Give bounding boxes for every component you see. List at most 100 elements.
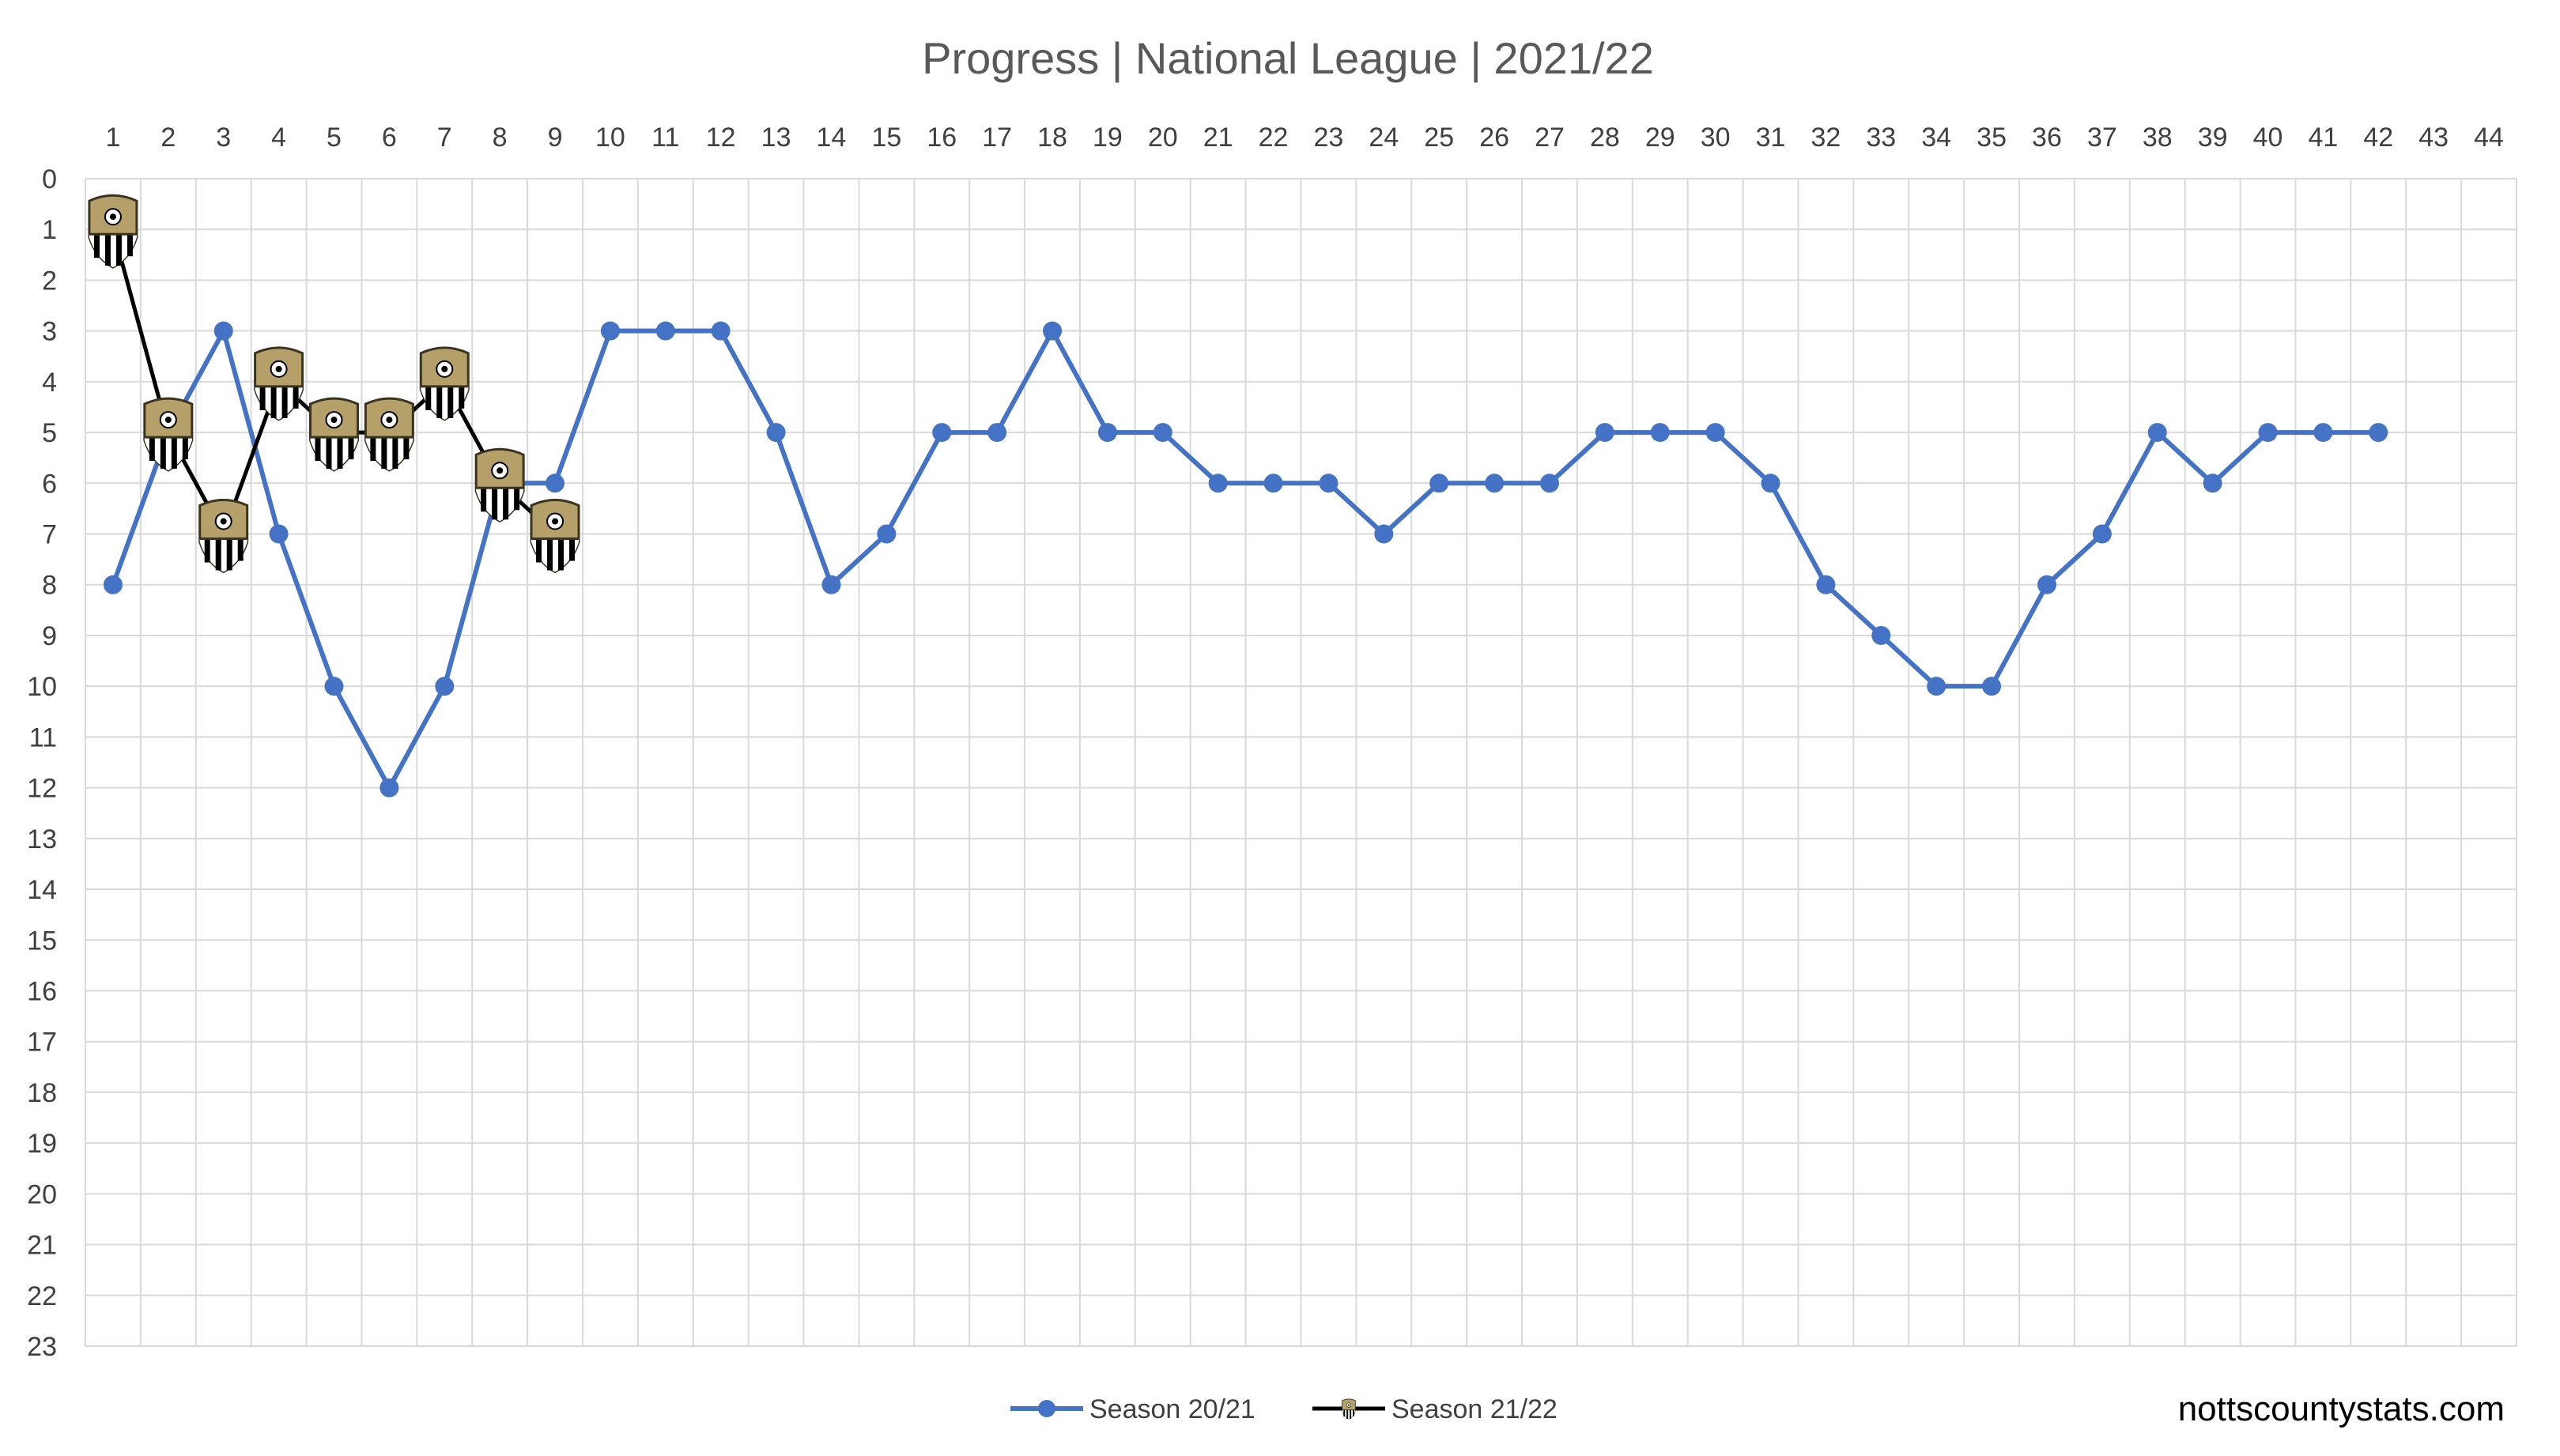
y-tick-label: 23 (27, 1332, 57, 1362)
x-tick-label: 16 (927, 123, 957, 153)
data-point (711, 321, 731, 341)
data-point (1927, 677, 1946, 696)
x-tick-label: 20 (1148, 123, 1178, 153)
x-tick-label: 40 (2253, 123, 2283, 153)
y-tick-label: 12 (27, 774, 57, 804)
data-point (435, 677, 455, 696)
y-tick-label: 9 (42, 621, 57, 651)
chart-title: Progress | National League | 2021/22 (922, 33, 1654, 83)
y-tick-label: 2 (42, 266, 57, 296)
data-point (1319, 473, 1339, 493)
data-point (1097, 423, 1117, 443)
x-tick-label: 43 (2418, 123, 2449, 153)
club-crest-icon (254, 346, 304, 421)
x-tick-label: 44 (2474, 123, 2504, 153)
x-tick-label: 34 (1921, 123, 1951, 153)
data-point (987, 423, 1007, 443)
data-point (1539, 473, 1559, 493)
x-tick-label: 19 (1093, 123, 1123, 153)
x-tick-label: 22 (1259, 123, 1289, 153)
y-tick-label: 11 (29, 722, 57, 753)
data-point (1595, 423, 1614, 443)
y-tick-label: 22 (27, 1281, 57, 1311)
data-point (1871, 625, 1891, 645)
data-point (2203, 473, 2222, 493)
club-crest-icon (474, 447, 525, 522)
y-tick-label: 10 (27, 672, 57, 702)
data-point (766, 423, 786, 443)
club-crest-icon (198, 499, 249, 574)
data-point (1816, 575, 1836, 594)
data-point (2037, 575, 2056, 594)
watermark-text: nottscountystats.com (2178, 1390, 2505, 1428)
x-tick-label: 39 (2198, 123, 2228, 153)
data-point (1263, 473, 1283, 493)
x-tick-label: 23 (1314, 123, 1344, 153)
data-point (1705, 423, 1725, 443)
x-tick-label: 17 (982, 123, 1012, 153)
x-tick-label: 8 (493, 123, 508, 153)
data-point (1153, 423, 1172, 443)
x-tick-label: 15 (871, 123, 901, 153)
data-point (877, 524, 897, 544)
club-crest-icon (88, 194, 138, 269)
y-tick-label: 5 (42, 418, 57, 448)
data-point (2313, 423, 2333, 443)
legend-label: Season 20/21 (1089, 1394, 1255, 1424)
data-point (1043, 321, 1063, 341)
data-point (1982, 677, 2002, 696)
x-tick-label: 26 (1479, 123, 1509, 153)
data-point (1650, 423, 1670, 443)
y-tick-label: 4 (42, 368, 57, 398)
club-crest-icon (364, 397, 414, 472)
x-tick-label: 4 (271, 123, 286, 153)
x-tick-label: 38 (2143, 123, 2173, 153)
x-tick-label: 21 (1203, 123, 1233, 153)
y-tick-label: 20 (27, 1179, 57, 1209)
legend-swatch-marker (1038, 1400, 1055, 1417)
y-tick-label: 19 (27, 1129, 57, 1159)
x-tick-label: 33 (1866, 123, 1896, 153)
y-tick-label: 7 (42, 520, 57, 550)
data-point (2092, 524, 2112, 544)
data-point (2369, 423, 2388, 443)
x-tick-label: 3 (216, 123, 231, 153)
x-tick-label: 13 (761, 123, 791, 153)
data-point (932, 423, 952, 443)
data-point (1429, 473, 1449, 493)
data-point (1208, 473, 1228, 493)
y-tick-label: 21 (27, 1231, 57, 1261)
legend-label: Season 21/22 (1391, 1394, 1558, 1424)
x-tick-label: 32 (1811, 123, 1841, 153)
data-point (103, 575, 123, 594)
x-tick-label: 35 (1977, 123, 2007, 153)
club-crest-icon (530, 499, 580, 574)
data-point (600, 321, 620, 341)
legend-crest-icon (1342, 1398, 1356, 1420)
x-tick-label: 2 (160, 123, 176, 153)
x-tick-label: 6 (382, 123, 397, 153)
data-point (2258, 423, 2278, 443)
x-tick-label: 36 (2032, 123, 2062, 153)
x-tick-label: 29 (1645, 123, 1675, 153)
x-tick-label: 41 (2308, 123, 2338, 153)
x-tick-label: 31 (1756, 123, 1786, 153)
y-tick-label: 0 (42, 164, 57, 194)
x-tick-label: 9 (548, 123, 563, 153)
y-tick-label: 1 (42, 215, 57, 245)
data-point (546, 473, 565, 493)
data-point (655, 321, 675, 341)
y-tick-label: 8 (42, 571, 57, 601)
x-tick-label: 25 (1424, 123, 1454, 153)
x-tick-label: 18 (1037, 123, 1067, 153)
y-tick-label: 6 (42, 469, 57, 499)
legend: Season 20/21 Season 21/22 (1010, 1394, 1558, 1424)
data-point (324, 677, 344, 696)
data-point (821, 575, 841, 594)
x-tick-label: 12 (706, 123, 736, 153)
x-tick-label: 10 (595, 123, 625, 153)
x-tick-label: 37 (2087, 123, 2117, 153)
y-tick-label: 3 (42, 317, 57, 347)
